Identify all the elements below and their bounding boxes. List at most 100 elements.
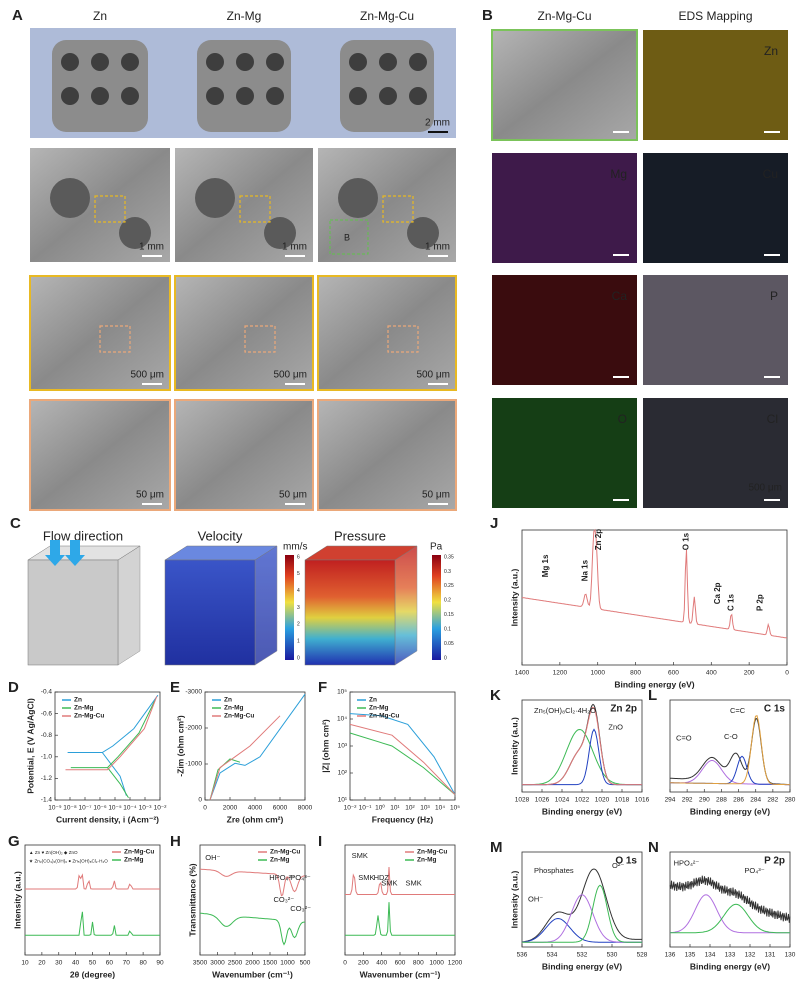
annotation: ▲ Zn ♥ Zn(OH)₂ ◆ ZnO — [29, 850, 78, 855]
element-label: Zn — [764, 44, 778, 58]
curve — [107, 767, 129, 799]
pore — [407, 217, 439, 249]
pore — [119, 217, 151, 249]
curve — [345, 866, 455, 895]
panel-label: L — [648, 687, 657, 704]
dashed-box — [94, 195, 126, 223]
dashed-box — [239, 195, 271, 223]
y-axis-label: Potential, E (V Ag/AgCl) — [25, 698, 35, 794]
curve — [349, 713, 456, 795]
curve — [521, 528, 788, 639]
curve — [199, 868, 306, 897]
x-tick-label: 400 — [706, 670, 717, 677]
panel-label: A — [12, 7, 23, 24]
pore — [264, 217, 296, 249]
x-tick-label: 50 — [89, 960, 97, 967]
legend-label: Zn-Mg — [369, 705, 389, 712]
curve — [522, 728, 642, 786]
colorbar-tick: 0 — [444, 655, 447, 661]
sem-image — [491, 29, 638, 141]
x-tick-label: 528 — [637, 952, 648, 959]
flow-arrow — [65, 540, 85, 566]
pore — [121, 53, 139, 71]
x-axis-label: Zre (ohm cm²) — [227, 814, 284, 824]
y-tick-label: -0.4 — [41, 689, 53, 696]
panel-title: P 2p — [764, 856, 785, 867]
x-tick-label: 10² — [405, 805, 415, 812]
x-tick-label: 536 — [517, 952, 528, 959]
column-title: Zn — [93, 9, 107, 23]
colorbar-tick: 6 — [297, 554, 300, 560]
x-tick-label: 600 — [395, 960, 406, 967]
colorbar-tick: 0 — [297, 655, 300, 661]
panel-label: H — [170, 833, 181, 850]
y-axis-label: Intensity (a.u.) — [509, 871, 519, 929]
pore — [206, 53, 224, 71]
x-tick-label: 1500 — [263, 960, 278, 967]
panel-label: E — [170, 679, 180, 696]
curve — [67, 694, 159, 753]
x-tick-label: 10⁻⁷ — [78, 805, 92, 812]
panel-title: O 1s — [615, 856, 637, 867]
curve — [349, 723, 456, 795]
x-tick-label: 282 — [767, 797, 778, 804]
cube-side — [117, 545, 141, 666]
column-title: Zn-Mg-Cu — [537, 9, 591, 23]
x-tick-label: 8000 — [298, 805, 313, 812]
x-axis-label: Binding energy (eV) — [690, 961, 770, 971]
y-tick-label: -1000 — [185, 761, 202, 768]
panel-label: C — [10, 515, 21, 532]
pore — [266, 87, 284, 105]
curve — [209, 693, 306, 801]
legend-label: Zn-Mg-Cu — [74, 713, 104, 720]
annotation: OH⁻ — [528, 894, 543, 903]
annotation: SMK — [358, 873, 374, 882]
x-tick-label: 60 — [106, 960, 114, 967]
eds-map — [643, 153, 788, 263]
colorbar-tick: 2 — [297, 622, 300, 628]
y-tick-label: -0.6 — [41, 710, 53, 717]
annotation: ★ Zn₃(CO₃)₂(OH)₆ ● Zn₅(OH)₈Cl₂·H₂O — [29, 859, 108, 864]
legend-label: Zn-Mg-Cu — [224, 713, 254, 720]
x-tick-label: 135 — [685, 952, 696, 959]
pore — [266, 53, 284, 71]
pore — [91, 53, 109, 71]
colorbar — [285, 555, 294, 660]
pore — [61, 87, 79, 105]
annotation: Na 1s — [581, 559, 590, 581]
y-axis-label: Intensity (a.u.) — [509, 569, 519, 627]
annotation: HPO₄²⁻ — [674, 858, 700, 867]
element-label: Ca — [612, 289, 628, 303]
annotation: CO₃²⁻ — [274, 895, 295, 904]
colorbar-tick: 3 — [297, 605, 300, 611]
pore — [349, 53, 367, 71]
curve — [670, 903, 790, 934]
pore — [236, 53, 254, 71]
x-tick-label: 10³ — [420, 805, 430, 812]
pore — [91, 87, 109, 105]
x-tick-label: 284 — [750, 797, 761, 804]
pore — [195, 178, 235, 218]
curve — [669, 875, 791, 923]
annotation: Zn₅(OH)₈Cl₂·4H₂O — [534, 706, 596, 715]
annotation: PO₄³⁻ — [290, 873, 310, 882]
x-tick-label: 534 — [547, 952, 558, 959]
annotation: C-O — [724, 732, 738, 741]
y-tick-label: -2000 — [185, 725, 202, 732]
x-axis-label: Current density, i (Acm⁻²) — [56, 814, 159, 824]
annotation: SMK — [352, 851, 368, 860]
scale-bar-label: 500 μm — [273, 370, 307, 381]
x-tick-label: 133 — [725, 952, 736, 959]
annotation: Ca 2p — [713, 582, 722, 604]
pore — [61, 53, 79, 71]
x-tick-label: 70 — [123, 960, 131, 967]
x-tick-label: 10⁵ — [450, 805, 460, 812]
y-axis-label: Intensity (a.u.) — [509, 717, 519, 775]
x-tick-label: 10⁻² — [344, 805, 358, 812]
dashed-box — [244, 325, 276, 353]
plot-frame — [521, 529, 788, 666]
cube-side — [254, 545, 278, 666]
curve — [521, 917, 642, 943]
legend-label: Zn — [224, 697, 232, 704]
x-axis-label: Binding energy (eV) — [614, 679, 694, 689]
